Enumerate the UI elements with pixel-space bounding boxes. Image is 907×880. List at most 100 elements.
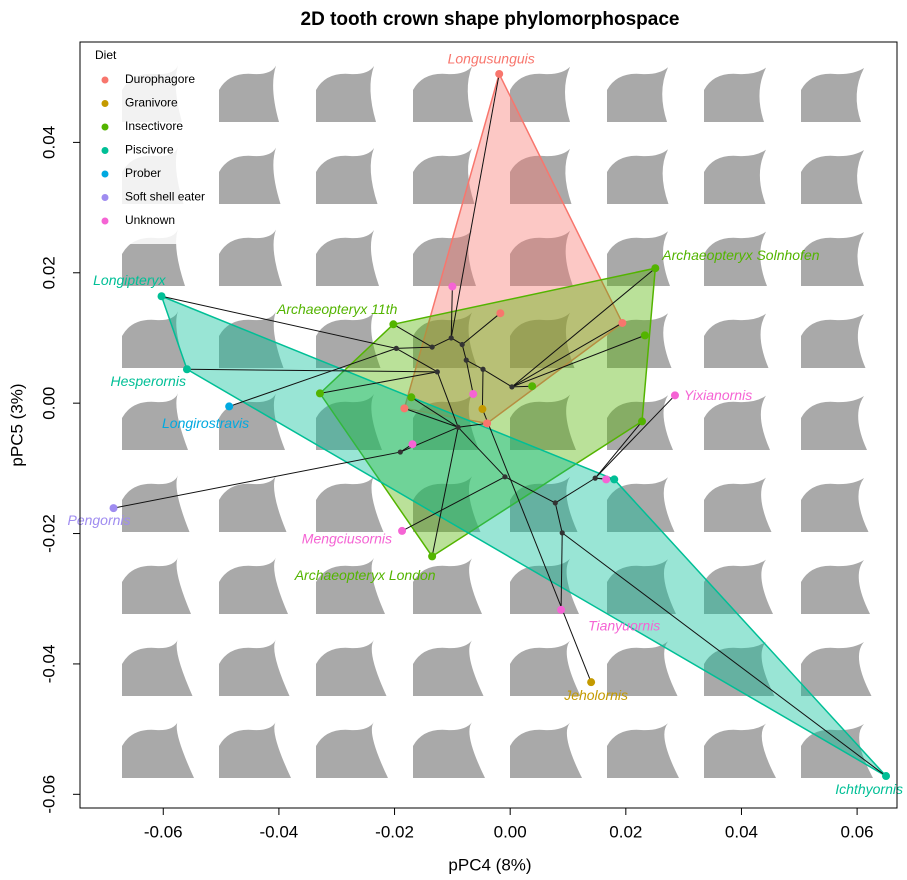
tooth-shape	[801, 396, 867, 450]
tooth-shape	[122, 557, 191, 614]
branch	[465, 360, 474, 395]
tip-point	[407, 393, 416, 402]
legend-label: Durophagore	[125, 72, 195, 86]
legend-marker	[101, 76, 109, 84]
legend-label: Unknown	[125, 213, 175, 227]
tip-point	[157, 292, 166, 301]
tooth-shape	[122, 311, 187, 368]
tooth-shape	[607, 67, 668, 122]
tooth-shape	[316, 558, 385, 614]
branch	[396, 347, 438, 373]
tip-point	[400, 404, 409, 413]
hulls	[160, 71, 887, 777]
x-tick-label: -0.04	[260, 822, 299, 841]
tip-point	[448, 282, 457, 291]
tooth-shape	[510, 476, 578, 532]
tooth-shape	[219, 557, 288, 614]
x-tick-label: -0.06	[144, 822, 183, 841]
ancestral-node	[397, 449, 403, 455]
tooth-shape	[801, 642, 872, 696]
taxon-label: Longipteryx	[93, 272, 166, 288]
branch	[555, 477, 596, 504]
tooth-shape	[219, 229, 282, 286]
legend-marker	[101, 147, 109, 154]
tooth-shape	[316, 312, 381, 368]
taxon-label: Archaeopteryx Solnhofen	[661, 247, 819, 263]
tooth-shape	[413, 394, 479, 450]
x-tick-label: 0.00	[494, 822, 527, 841]
legend-marker	[101, 194, 109, 201]
y-tick-label: -0.06	[39, 775, 58, 814]
tooth-shape	[413, 640, 484, 696]
branch	[457, 426, 506, 478]
legend-label: Soft shell eater	[125, 190, 205, 204]
y-axis-label: pPC5 (3%)	[7, 383, 26, 466]
tooth-shape	[219, 393, 285, 450]
x-tick-label: -0.02	[375, 822, 414, 841]
tip-point	[182, 365, 191, 374]
tooth-shape	[704, 231, 767, 286]
tooth-shape	[510, 312, 575, 368]
tooth-shape	[316, 722, 388, 778]
x-axis-label: pPC4 (8%)	[448, 855, 531, 874]
ancestral-node	[455, 424, 461, 430]
legend-label: Prober	[125, 166, 161, 180]
tips: Longusunguis Jeholornis Archaeopteryx Soln…	[67, 51, 903, 797]
tip-point	[389, 320, 398, 329]
tooth-shape	[413, 230, 476, 286]
taxon-label: Pengornis	[67, 512, 130, 528]
tooth-shape	[704, 641, 775, 696]
branch	[436, 371, 459, 428]
y-tick-label: -0.02	[39, 514, 58, 553]
tooth-shape	[801, 68, 864, 122]
legend-marker	[101, 123, 109, 131]
tooth-shape-grid	[122, 65, 873, 778]
axes: -0.06 -0.04 -0.02 0.00 0.02 0.04 0.06 -0.06 -0.0…	[39, 41, 898, 841]
branch	[511, 322, 623, 388]
tooth-shape	[413, 558, 482, 614]
tooth-shape	[704, 149, 766, 204]
branch	[431, 337, 452, 348]
plot-box	[79, 41, 898, 809]
taxon-label: Ichthyornis	[835, 781, 903, 797]
tip-point	[618, 318, 627, 327]
tip-point	[398, 526, 407, 535]
ancestral-node	[559, 530, 565, 536]
tip-point	[610, 475, 619, 484]
branch	[161, 295, 397, 349]
branch	[113, 451, 401, 509]
tooth-shape	[704, 67, 766, 122]
tooth-shape	[510, 394, 576, 450]
tooth-shape	[219, 721, 291, 778]
y-tick-label: 0.02	[39, 256, 58, 289]
tooth-shape	[801, 232, 864, 286]
ancestral-node	[429, 344, 435, 350]
branch	[461, 312, 501, 345]
tooth-shape	[510, 640, 581, 696]
tooth-shape	[219, 475, 287, 532]
tooth-shape	[122, 475, 190, 532]
legend-marker	[101, 100, 109, 107]
tooth-shape	[510, 722, 582, 778]
tooth-shape	[122, 721, 194, 778]
taxon-label: Mengciusornis	[302, 531, 392, 547]
legend-marker	[101, 217, 109, 225]
tooth-shape	[316, 148, 378, 204]
ancestral-node	[480, 366, 486, 372]
ancestral-node	[448, 335, 454, 341]
branch	[481, 369, 484, 410]
tooth-shape	[510, 230, 573, 286]
taxon-label: Archaeopteryx London	[294, 567, 436, 583]
y-tick-label: -0.04	[39, 645, 58, 684]
taxon-label: Longusunguis	[448, 51, 535, 67]
branch	[186, 368, 438, 373]
branch	[411, 396, 459, 428]
branch	[560, 532, 563, 610]
legend-marker	[101, 170, 109, 178]
tooth-shape	[219, 147, 281, 204]
ancestral-node	[434, 369, 440, 375]
tip-point	[602, 475, 611, 484]
tooth-shape	[704, 477, 772, 532]
